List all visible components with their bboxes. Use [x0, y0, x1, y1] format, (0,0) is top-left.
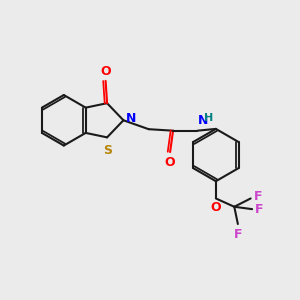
Text: F: F [254, 190, 262, 203]
Text: F: F [234, 228, 242, 241]
Text: H: H [204, 113, 213, 123]
Text: N: N [126, 112, 136, 125]
Text: O: O [164, 156, 175, 169]
Text: O: O [211, 201, 221, 214]
Text: F: F [255, 202, 264, 216]
Text: O: O [100, 65, 111, 78]
Text: S: S [103, 144, 112, 157]
Text: N: N [198, 113, 208, 127]
